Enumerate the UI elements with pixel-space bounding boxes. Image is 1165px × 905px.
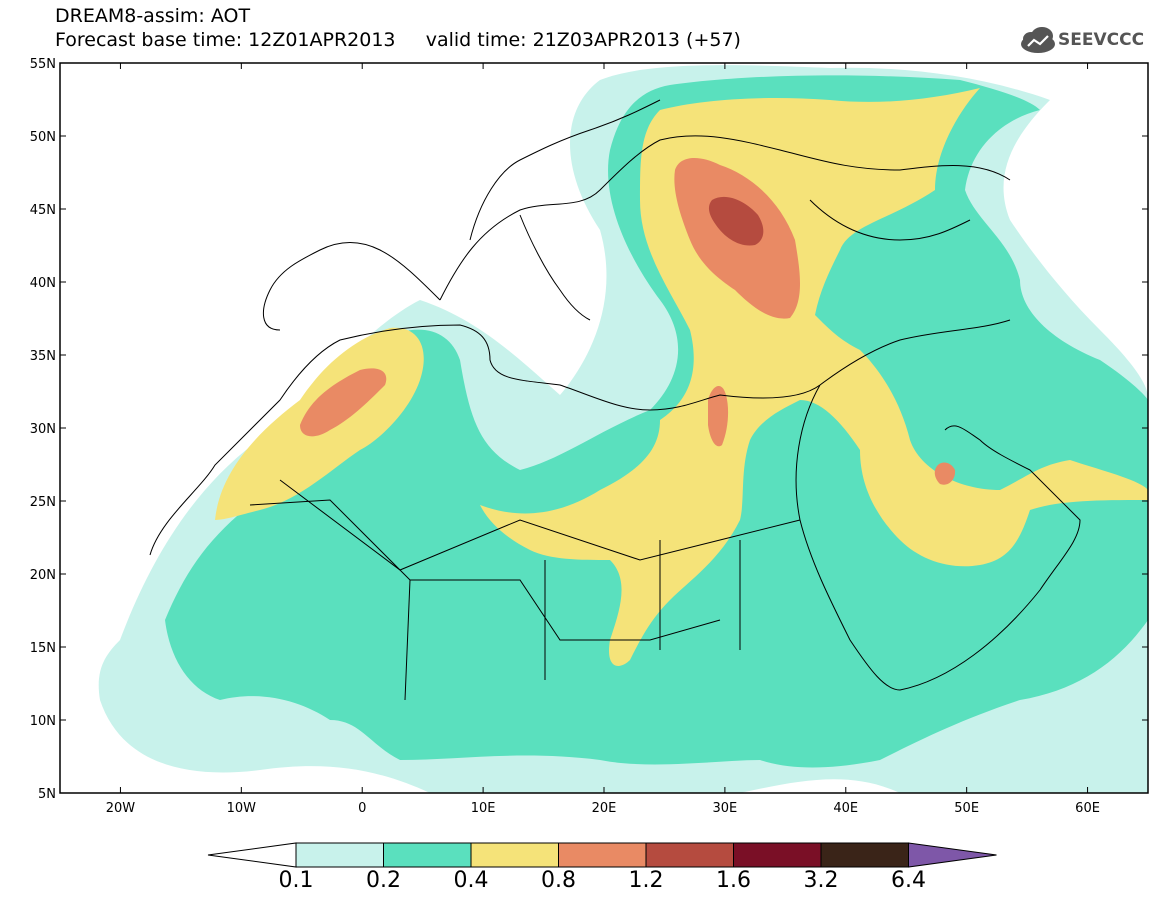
forecast-time-line: Forecast base time: 12Z01APR2013 valid t… [55, 29, 741, 51]
lat-label: 5N [38, 787, 56, 802]
colorbar-label: 1.6 [716, 868, 751, 893]
colorbar-over-triangle [908, 842, 997, 868]
lat-label: 55N [30, 57, 56, 72]
lon-label: 50E [954, 801, 979, 816]
lon-label: 10E [471, 801, 496, 816]
colorbar-label: 3.2 [803, 868, 839, 893]
colorbar-label: 0.1 [278, 868, 314, 893]
axis-ticks: 55N 50N 45N 40N 35N 30N 25N 20N 15N 10N 5N 20W 10W 0 1… [30, 57, 1148, 816]
colorbar-label: 0.4 [453, 868, 489, 893]
aot-contour-0-8 [300, 368, 387, 437]
coastlines [149, 99, 1081, 701]
aot-contour-0-2 [165, 75, 1148, 768]
lon-label: 10W [227, 801, 257, 816]
lat-label: 50N [30, 130, 56, 145]
colorbar-label: 6.4 [891, 868, 926, 893]
lon-label: 30E [713, 801, 738, 816]
lat-label: 30N [30, 422, 56, 437]
colorbar-swatch [383, 842, 472, 868]
lon-label: 0 [358, 801, 366, 816]
aot-contour-1-2 [708, 196, 764, 246]
lat-label: 15N [30, 641, 56, 656]
colorbar-swatch [820, 842, 909, 868]
aot-contour-0-8d [934, 462, 956, 485]
lon-label: 40E [833, 801, 858, 816]
colorbar-label: 0.2 [366, 868, 401, 893]
lat-label: 25N [30, 495, 56, 510]
colorbar-under-triangle [207, 842, 297, 868]
lat-label: 45N [30, 203, 56, 218]
lat-label: 10N [30, 714, 56, 729]
colorbar-swatch [733, 842, 822, 868]
lon-label: 60E [1075, 801, 1100, 816]
lat-label: 20N [30, 568, 56, 583]
map-title: DREAM8-assim: AOT [55, 5, 251, 27]
lon-label: 20E [592, 801, 617, 816]
colorbar-swatch [295, 842, 384, 868]
colorbar-swatch [558, 842, 647, 868]
lat-label: 35N [30, 349, 56, 364]
seevccc-logo [1021, 27, 1055, 53]
colorbar-swatch [645, 842, 734, 868]
colorbar-label: 0.8 [541, 868, 576, 893]
colorbar-swatch [470, 842, 559, 868]
aot-field [98, 65, 1148, 793]
logo-text: SEEVCCC [1058, 30, 1145, 50]
aot-contour-0-4b [480, 88, 1148, 666]
aot-contour-0-8c [708, 385, 729, 447]
lon-label: 20W [106, 801, 136, 816]
lat-label: 40N [30, 276, 56, 291]
colorbar-label: 1.2 [628, 868, 664, 893]
